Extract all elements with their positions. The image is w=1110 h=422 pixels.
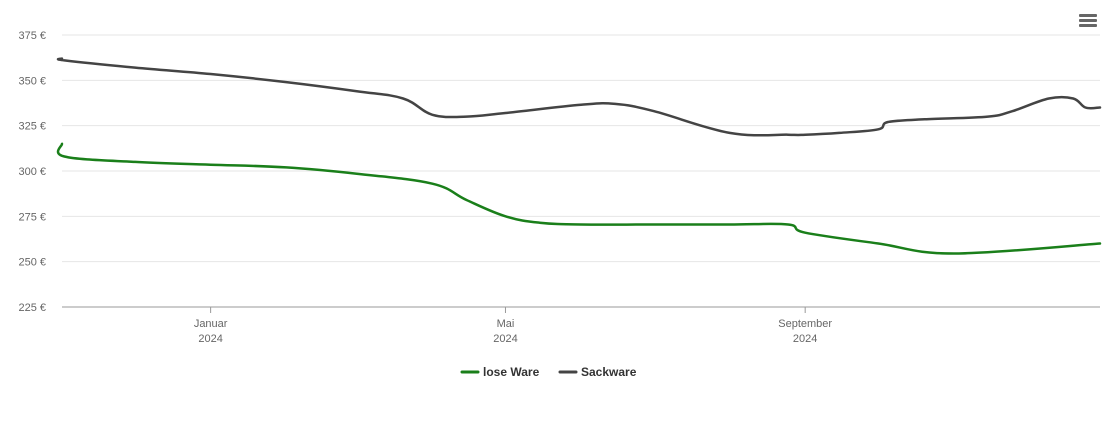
x-tick-label-month: Januar (194, 318, 228, 330)
x-tick-label-year: 2024 (198, 333, 222, 345)
x-tick-label-year: 2024 (493, 333, 517, 345)
y-tick-label: 350 € (18, 75, 46, 87)
menu-bar (1079, 14, 1097, 17)
x-axis-ticks: Januar 2024 Mai 2024 September 2024 (194, 307, 832, 345)
y-tick-label: 300 € (18, 166, 46, 178)
x-tick-label-month: September (778, 318, 832, 330)
grid-lines (62, 34, 1100, 263)
menu-icon[interactable] (1076, 12, 1100, 32)
menu-bar (1079, 24, 1097, 27)
x-tick-label-month: Mai (497, 318, 515, 330)
series-line-1[interactable] (56, 57, 1102, 137)
y-tick-label: 375 € (18, 30, 46, 42)
legend-label: lose Ware (483, 365, 540, 379)
series-line-0[interactable] (56, 142, 1102, 255)
y-tick-label: 225 € (18, 302, 46, 314)
series-group (56, 57, 1102, 255)
legend-label: Sackware (581, 365, 637, 379)
x-tick-label-year: 2024 (793, 333, 817, 345)
menu-bar (1079, 19, 1097, 22)
y-tick-label: 275 € (18, 211, 46, 223)
legend-item[interactable]: Sackware (558, 365, 637, 379)
y-tick-label: 250 € (18, 257, 46, 269)
legend[interactable]: lose Ware Sackware (460, 365, 637, 379)
y-axis-labels: 225 € 250 € 275 € 300 € 325 € 350 € 375 € (18, 30, 46, 314)
y-tick-label: 325 € (18, 121, 46, 133)
legend-item[interactable]: lose Ware (460, 365, 540, 379)
